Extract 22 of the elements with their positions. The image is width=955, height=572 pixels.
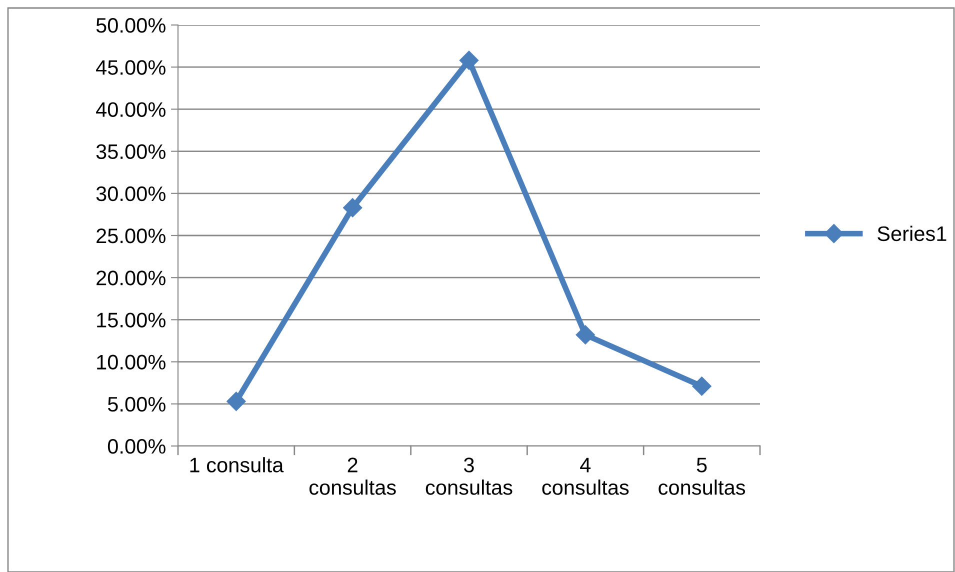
y-tick-label: 5.00%: [108, 396, 166, 412]
y-tick-label: 20.00%: [96, 270, 166, 286]
x-tick-label: 3 consultas: [426, 458, 512, 495]
y-tick-label: 25.00%: [96, 228, 166, 244]
legend-label: Series1: [878, 226, 946, 242]
y-tick-label: 15.00%: [97, 312, 166, 328]
x-tick-label: 2 consultas: [309, 458, 396, 495]
y-tick-label: 0.00%: [108, 439, 166, 454]
y-tick-label: 35.00%: [96, 144, 166, 160]
y-tick-label: 40.00%: [96, 102, 166, 117]
x-tick-label: 4 consultas: [542, 458, 629, 495]
x-tick-label: 1 consulta: [190, 457, 284, 472]
point: [343, 198, 362, 218]
y-tick-label: 10.00%: [97, 354, 166, 370]
y-tick-label: 30.00%: [96, 186, 166, 202]
point: [459, 50, 479, 70]
y-tick-label: 50.00%: [96, 18, 166, 33]
x-tick-label: 5 consultas: [658, 458, 746, 495]
point: [226, 392, 246, 411]
point: [692, 376, 712, 396]
y-tick-label: 45.00%: [96, 60, 166, 75]
point: [576, 325, 595, 344]
